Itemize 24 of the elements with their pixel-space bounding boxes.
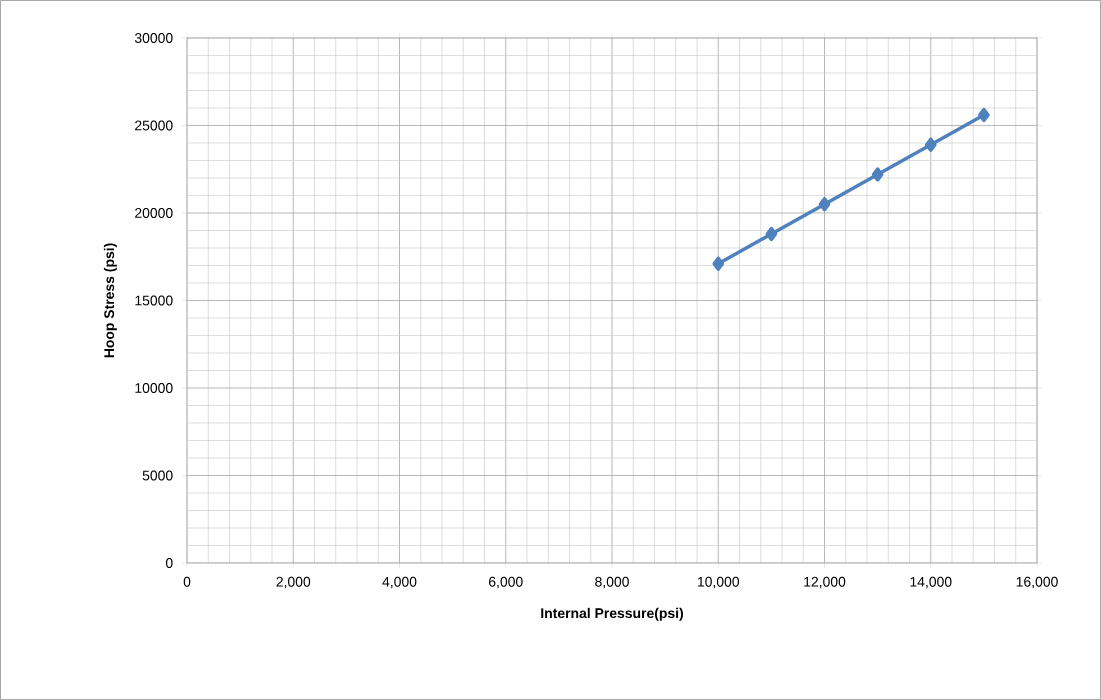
point xyxy=(765,226,778,242)
y-tick-label: 10000 xyxy=(135,383,173,393)
y-tick-label: 20000 xyxy=(135,208,173,218)
point xyxy=(978,107,990,123)
y-tick-label: 30000 xyxy=(134,33,173,43)
x-tick-label: 4,000 xyxy=(382,576,417,589)
point xyxy=(712,256,725,271)
y-tick-label: 25000 xyxy=(135,120,173,131)
y-tick-label: 0 xyxy=(165,558,173,568)
x-tick-label: 6,000 xyxy=(489,576,523,589)
point xyxy=(924,137,937,152)
x-tick-label: 14,000 xyxy=(910,576,952,589)
x-tick-label: 16,000 xyxy=(1016,576,1058,589)
y-tick-label: 15000 xyxy=(135,295,173,306)
x-tick-label: 8,000 xyxy=(595,576,629,589)
point xyxy=(818,197,831,212)
x-tick-label: 2,000 xyxy=(276,576,311,589)
y-tick-label: 5000 xyxy=(142,470,173,481)
x-tick-label: 0 xyxy=(183,576,191,587)
y-axis-title: Hoop Stress (psi) xyxy=(103,243,117,358)
point xyxy=(871,167,884,182)
x-tick-label: 12,000 xyxy=(804,576,846,589)
x-axis-title: Internal Pressure(psi) xyxy=(541,607,683,621)
x-tick-label: 10,000 xyxy=(697,576,740,589)
